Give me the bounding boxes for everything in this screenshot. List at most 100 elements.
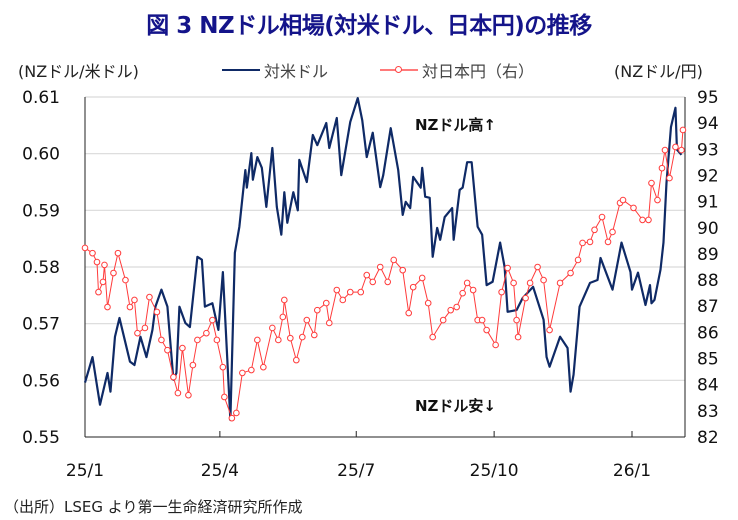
jpy-point	[579, 239, 586, 247]
jpy-point	[453, 303, 460, 311]
jpy-point	[672, 143, 679, 151]
jpy-point	[540, 276, 547, 284]
y-right-tick-label: 84	[697, 376, 719, 396]
y-left-tick-label: 0.61	[22, 88, 60, 108]
jpy-point	[522, 294, 529, 302]
jpy-point	[174, 389, 182, 397]
y-left-tick-label: 0.60	[22, 145, 60, 165]
jpy-point	[439, 316, 447, 324]
x-tick-label: 25/1	[66, 461, 104, 481]
jpy-point	[459, 289, 466, 297]
jpy-point	[134, 329, 141, 337]
jpy-point	[409, 283, 417, 291]
x-tick-label: 25/10	[470, 461, 519, 481]
jpy-point	[679, 126, 687, 134]
jpy-point	[661, 146, 669, 154]
jpy-point	[591, 226, 598, 234]
y-right-tick-label: 87	[697, 297, 719, 317]
y-right-tick-label: 89	[697, 245, 719, 265]
jpy-point	[325, 319, 333, 327]
jpy-point	[203, 329, 210, 337]
jpy-point	[598, 213, 606, 221]
jpy-point	[254, 336, 261, 344]
jpy-point	[303, 316, 311, 324]
y-right-tick-label: 86	[697, 323, 719, 343]
y-left-tick-label: 0.55	[22, 428, 60, 448]
jpy-point	[492, 341, 499, 349]
annotation-nzd-low: NZドル安↓	[415, 397, 496, 415]
jpy-point	[333, 286, 341, 294]
jpy-point	[287, 334, 294, 342]
jpy-point	[384, 278, 392, 286]
jpy-point	[369, 278, 377, 286]
jpy-point	[339, 296, 347, 304]
y-right-tick-label: 93	[697, 140, 719, 160]
x-tick-label: 26/1	[613, 461, 651, 481]
jpy-point	[239, 369, 246, 377]
jpy-point	[158, 336, 165, 344]
jpy-point	[189, 361, 197, 369]
y-left-tick-label: 0.58	[22, 258, 60, 278]
jpy-point	[526, 279, 534, 287]
jpy-point	[483, 326, 490, 334]
chart-title: 図 3 NZドル相場(対米ドル、日本円)の推移	[146, 13, 592, 39]
y-right-tick-label: 85	[697, 350, 719, 370]
jpy-point	[126, 303, 134, 311]
jpy-point	[469, 286, 477, 294]
y-right-tick-label: 95	[697, 88, 719, 108]
jpy-point	[104, 303, 111, 311]
jpy-point	[678, 146, 685, 154]
legend-item-usd: 対米ドル	[222, 58, 328, 82]
jpy-point	[424, 299, 432, 307]
jpy-point	[99, 278, 107, 286]
annotation-nzd-high: NZドル高↑	[415, 116, 496, 134]
jpy-point	[478, 316, 486, 324]
jpy-point	[418, 274, 426, 282]
jpy-point	[233, 409, 240, 417]
y-right-tick-label: 88	[697, 271, 719, 291]
jpy-point	[658, 164, 666, 172]
y-right-tick-label: 82	[697, 428, 719, 448]
jpy-point	[209, 316, 216, 324]
y-left-tick-label: 0.57	[22, 315, 60, 335]
series-line-usd	[83, 97, 683, 422]
y-left-tick-label: 0.56	[22, 371, 60, 391]
jpy-point	[170, 373, 177, 381]
y-right-tick-label: 94	[697, 114, 719, 134]
jpy-point	[248, 366, 255, 374]
jpy-point	[604, 238, 612, 246]
jpy-point	[89, 249, 96, 257]
y-right-tick-label: 92	[697, 166, 719, 186]
right-axis-unit: (NZドル/円)	[614, 62, 703, 81]
jpy-point	[310, 331, 318, 339]
legend-item-jpy: 対日本円（右）	[380, 58, 534, 82]
jpy-point	[114, 249, 122, 257]
y-right-tick-label: 83	[697, 402, 719, 422]
jpy-point	[122, 276, 129, 284]
jpy-point	[504, 264, 511, 272]
jpy-point	[399, 266, 407, 274]
jpy-point	[194, 336, 201, 344]
jpy-point	[648, 179, 655, 187]
legend-line-jpy	[380, 66, 418, 73]
jpy-point	[221, 393, 228, 401]
jpy-point	[260, 363, 267, 371]
jpy-point	[556, 279, 564, 287]
jpy-point	[95, 288, 102, 296]
jpy-point	[513, 316, 520, 324]
jpy-point	[179, 344, 186, 352]
jpy-point	[131, 296, 138, 304]
jpy-point	[279, 313, 287, 321]
jpy-point	[514, 333, 522, 341]
jpy-point	[313, 306, 321, 314]
jpy-point	[463, 279, 471, 287]
source-note: （出所）LSEG より第一生命経済研究所作成	[4, 498, 303, 516]
jpy-point	[498, 288, 505, 296]
jpy-point	[93, 258, 101, 266]
jpy-point	[141, 324, 149, 332]
jpy-point	[281, 296, 288, 304]
legend-label-jpy: 対日本円（右）	[422, 62, 535, 81]
jpy-point	[275, 336, 282, 344]
y-right-tick-label: 91	[697, 193, 719, 213]
